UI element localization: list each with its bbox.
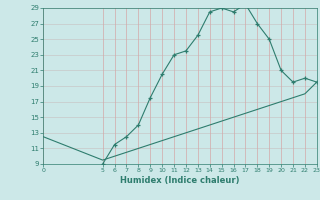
X-axis label: Humidex (Indice chaleur): Humidex (Indice chaleur) — [120, 176, 240, 185]
